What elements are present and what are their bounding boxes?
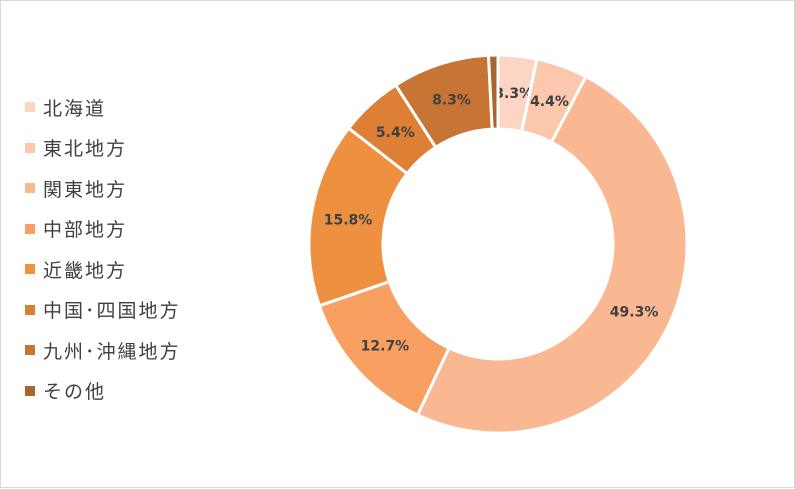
legend-swatch bbox=[25, 142, 35, 153]
legend-item: 九州･沖縄地方 bbox=[25, 330, 245, 371]
data-label: 49.3% bbox=[610, 305, 659, 321]
donut-slice bbox=[415, 74, 689, 435]
donut-slice bbox=[486, 53, 500, 131]
legend-label: 東北地方 bbox=[43, 138, 128, 161]
legend-swatch bbox=[25, 264, 35, 275]
legend-item: 北海道 bbox=[25, 87, 245, 128]
legend-swatch bbox=[25, 385, 35, 396]
legend-swatch bbox=[25, 345, 35, 356]
legend-item: その他 bbox=[25, 371, 245, 412]
legend-label: 中国･四国地方 bbox=[43, 300, 181, 323]
data-label: 15.8% bbox=[324, 212, 373, 228]
legend-item: 近畿地方 bbox=[25, 249, 245, 290]
legend-item: 東北地方 bbox=[25, 128, 245, 169]
data-label: 12.7% bbox=[361, 339, 410, 355]
legend-item: 中部地方 bbox=[25, 209, 245, 250]
legend-label: その他 bbox=[43, 381, 107, 404]
legend-swatch bbox=[25, 102, 35, 113]
data-label: 5.4% bbox=[376, 125, 415, 141]
data-label: 8.3% bbox=[432, 92, 471, 108]
data-label: 4.4% bbox=[530, 94, 569, 110]
legend-swatch bbox=[25, 304, 35, 315]
legend-label: 北海道 bbox=[43, 97, 107, 120]
legend-label: 関東地方 bbox=[43, 178, 128, 201]
legend-label: 近畿地方 bbox=[43, 259, 128, 282]
legend-item: 関東地方 bbox=[25, 168, 245, 209]
legend-swatch bbox=[25, 183, 35, 194]
data-label: 3.3% bbox=[494, 86, 533, 102]
legend-swatch bbox=[25, 223, 35, 234]
legend-item: 中国･四国地方 bbox=[25, 290, 245, 331]
legend-label: 九州･沖縄地方 bbox=[43, 340, 181, 363]
legend: 北海道 東北地方 関東地方 中部地方 近畿地方 中国･四国地方 九州･沖縄地方 bbox=[25, 87, 245, 411]
legend-label: 中部地方 bbox=[43, 219, 128, 242]
